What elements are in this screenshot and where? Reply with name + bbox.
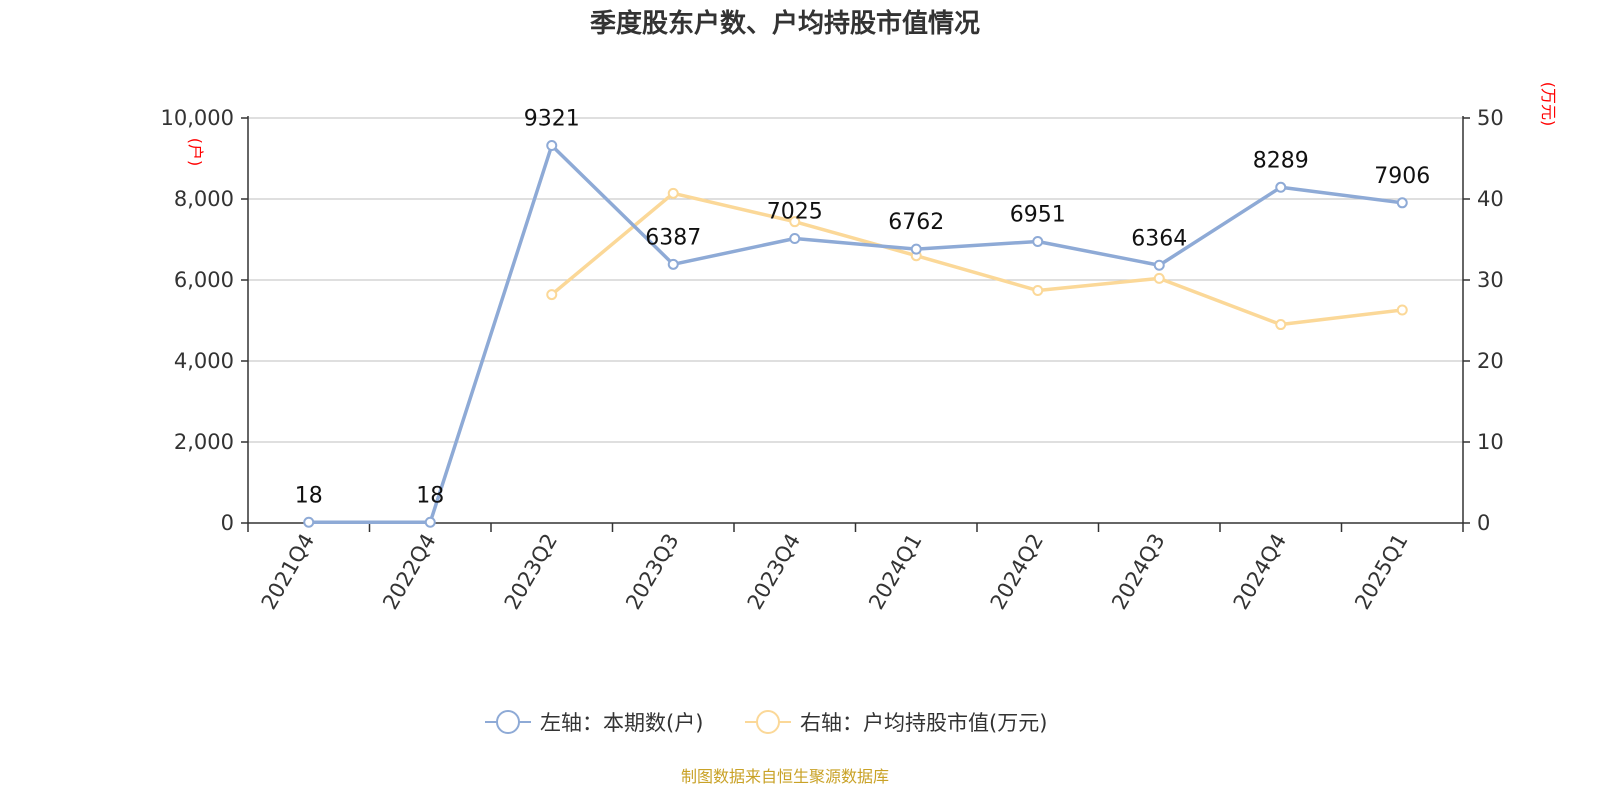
legend-item: 右轴：户均持股市值(万元) bbox=[745, 710, 1047, 735]
data-point bbox=[667, 187, 679, 199]
data-point bbox=[424, 516, 436, 528]
left-tick-label: 6,000 bbox=[174, 268, 234, 292]
legend: 左轴：本期数(户) 右轴：户均持股市值(万元) bbox=[485, 710, 1047, 735]
data-point bbox=[667, 258, 679, 270]
data-point bbox=[303, 516, 315, 528]
data-point bbox=[1153, 272, 1165, 284]
left-tick-label: 0 bbox=[221, 511, 234, 535]
series-avg-market-value bbox=[546, 187, 1408, 331]
data-label: 6762 bbox=[888, 210, 944, 235]
x-tick-label: 2024Q4 bbox=[1229, 530, 1291, 614]
left-axis-ticks: 0 2,000 4,000 6,000 8,000 10,000 bbox=[161, 106, 248, 535]
series-line bbox=[550, 191, 1403, 327]
data-label: 7906 bbox=[1374, 164, 1430, 189]
right-tick-label: 20 bbox=[1477, 349, 1504, 373]
legend-label: 左轴：本期数(户) bbox=[540, 711, 703, 735]
data-label: 6387 bbox=[645, 225, 701, 250]
chart-title: 季度股东户数、户均持股市值情况 bbox=[590, 8, 980, 39]
data-label: 7025 bbox=[767, 199, 823, 224]
data-label: 18 bbox=[416, 483, 444, 508]
x-tick-label: 2022Q4 bbox=[378, 530, 440, 614]
x-tick-label: 2024Q1 bbox=[864, 530, 926, 614]
data-point bbox=[546, 139, 558, 151]
right-tick-label: 50 bbox=[1477, 106, 1504, 130]
data-labels: 18 18 9321 6387 7025 6762 6951 6364 8289 7906 bbox=[295, 106, 1431, 508]
data-label: 6951 bbox=[1010, 202, 1066, 227]
data-point bbox=[1396, 197, 1408, 209]
x-tick-label: 2023Q2 bbox=[500, 530, 562, 614]
data-point bbox=[1275, 181, 1287, 193]
right-tick-label: 10 bbox=[1477, 430, 1504, 454]
data-point bbox=[1396, 304, 1408, 316]
x-tick-label: 2021Q4 bbox=[257, 530, 319, 614]
data-label: 6364 bbox=[1131, 226, 1187, 251]
x-tick-label: 2023Q4 bbox=[743, 530, 805, 614]
data-point bbox=[789, 232, 801, 244]
series-shareholder-count bbox=[303, 139, 1408, 528]
x-tick-label: 2023Q3 bbox=[621, 530, 683, 614]
right-tick-label: 0 bbox=[1477, 511, 1490, 535]
legend-marker bbox=[496, 710, 520, 734]
left-tick-label: 8,000 bbox=[174, 187, 234, 211]
right-tick-label: 30 bbox=[1477, 268, 1504, 292]
left-tick-label: 4,000 bbox=[174, 349, 234, 373]
x-axis-ticks: 2021Q4 2022Q4 2023Q2 2023Q3 2023Q4 2024Q1 2024… bbox=[247, 523, 1464, 614]
left-tick-label: 10,000 bbox=[161, 106, 234, 130]
right-tick-label: 40 bbox=[1477, 187, 1504, 211]
x-tick-label: 2024Q3 bbox=[1107, 530, 1169, 614]
left-axis-unit: (户) bbox=[186, 138, 205, 167]
series-line bbox=[308, 143, 1403, 525]
data-label: 9321 bbox=[524, 106, 580, 131]
data-point bbox=[1153, 259, 1165, 271]
x-tick-label: 2024Q2 bbox=[986, 530, 1048, 614]
right-axis-ticks: 0 10 20 30 40 50 bbox=[1463, 106, 1504, 535]
data-point bbox=[789, 216, 801, 228]
data-point bbox=[910, 243, 922, 255]
x-tick-label: 2025Q1 bbox=[1350, 530, 1412, 614]
data-point bbox=[1032, 285, 1044, 297]
left-tick-label: 2,000 bbox=[174, 430, 234, 454]
data-point bbox=[1275, 319, 1287, 331]
data-label: 18 bbox=[295, 483, 323, 508]
data-point bbox=[546, 289, 558, 301]
legend-item: 左轴：本期数(户) bbox=[485, 710, 703, 735]
legend-marker bbox=[756, 710, 780, 734]
right-axis-unit: (万元) bbox=[1539, 82, 1558, 127]
data-label: 8289 bbox=[1253, 148, 1309, 173]
legend-label: 右轴：户均持股市值(万元) bbox=[800, 711, 1047, 735]
source-note: 制图数据来自恒生聚源数据库 bbox=[681, 767, 889, 786]
data-point bbox=[1032, 235, 1044, 247]
